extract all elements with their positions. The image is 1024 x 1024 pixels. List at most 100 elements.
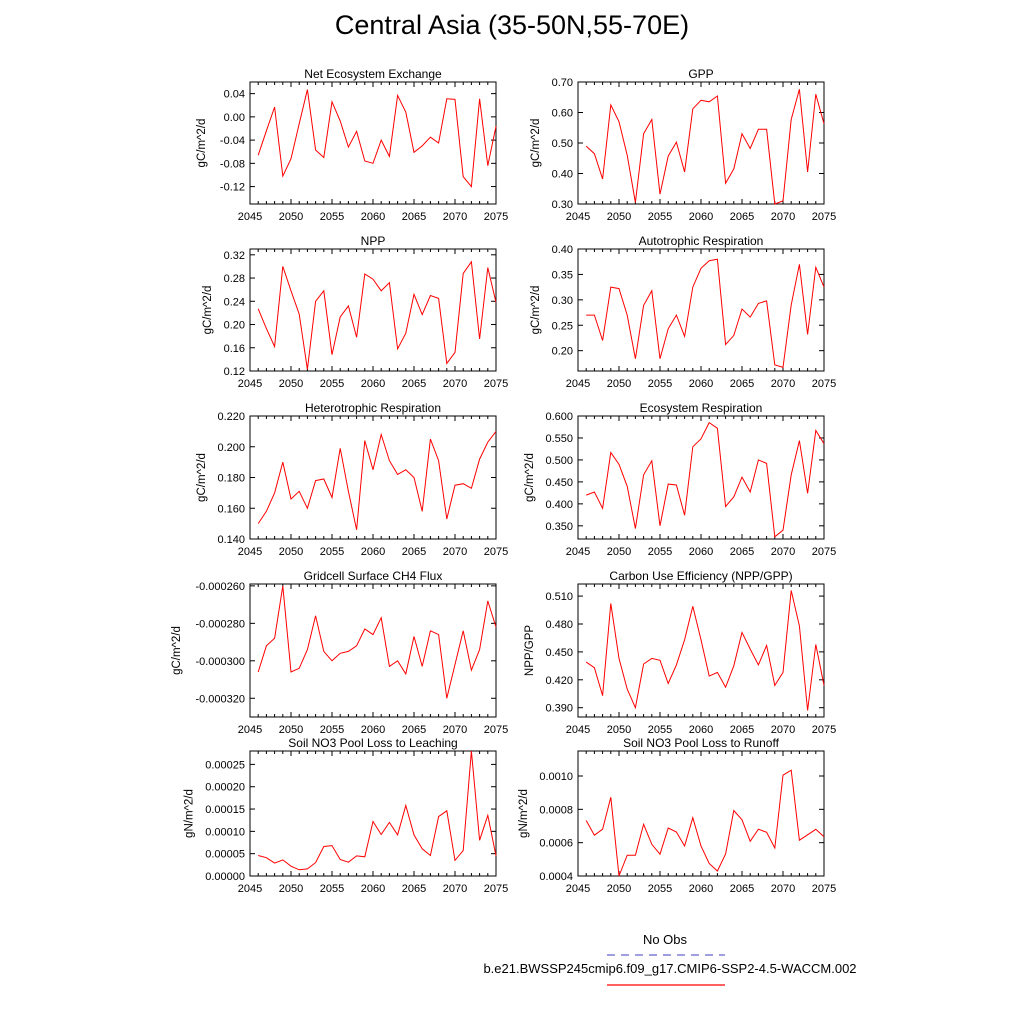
y-tick-label: -0.000300 (195, 656, 245, 668)
y-tick-label: 0.40 (552, 169, 573, 181)
x-tick-label: 2055 (648, 724, 672, 736)
x-tick-label: 2075 (484, 546, 508, 558)
panel: Soil NO3 Pool Loss to Runoff 2045 2050 2055… (518, 736, 836, 895)
y-tick-label: 0.60 (552, 108, 573, 120)
x-tick-label: 2065 (402, 883, 426, 895)
y-tick-label: 0.180 (217, 473, 245, 485)
series-line (257, 431, 497, 530)
plot-frame (249, 81, 497, 205)
panel: Soil NO3 Pool Loss to Leaching 2045 2050 20… (184, 736, 509, 895)
x-tick-label: 2050 (279, 724, 303, 736)
x-tick-label: 2045 (566, 378, 590, 390)
x-tick-label: 2045 (566, 546, 590, 558)
x-tick-label: 2055 (648, 883, 672, 895)
series-line (586, 421, 825, 538)
y-axis-label: gC/m^2/d (202, 286, 214, 335)
x-tick-label: 2055 (648, 211, 672, 223)
plot-frame (577, 248, 825, 372)
x-tick-label: 2045 (566, 211, 590, 223)
series-line (586, 258, 825, 369)
series-line (585, 590, 825, 711)
x-tick-label: 2065 (402, 546, 426, 558)
y-tick-label: 0.0008 (539, 804, 573, 816)
x-tick-label: 2075 (812, 724, 836, 736)
y-tick-label: 0.500 (545, 455, 573, 467)
x-tick-label: 2055 (320, 724, 344, 736)
legend-model-label: b.e21.BWSSP245cmip6.f09_g17.CMIP6-SSP2-4… (483, 961, 857, 976)
x-tick-label: 2055 (320, 211, 344, 223)
y-tick-label: 0.0010 (539, 771, 573, 783)
x-tick-label: 2065 (402, 211, 426, 223)
y-tick-label: 0.450 (545, 647, 573, 659)
x-tick-label: 2065 (402, 378, 426, 390)
x-tick-label: 2055 (648, 378, 672, 390)
y-tick-label: 0.480 (545, 619, 573, 631)
y-tick-label: 0.0006 (539, 838, 573, 850)
x-tick-label: 2070 (443, 211, 467, 223)
x-tick-label: 2050 (607, 883, 631, 895)
panel: Gridcell Surface CH4 Flux 2045 2050 2055 206… (171, 569, 508, 736)
y-tick-label: 0.420 (545, 675, 573, 687)
x-tick-label: 2070 (443, 546, 467, 558)
x-tick-label: 2065 (402, 724, 426, 736)
y-tick-label: -0.000280 (195, 618, 245, 630)
x-tick-label: 2050 (607, 724, 631, 736)
x-tick-label: 2075 (484, 211, 508, 223)
y-tick-label: -0.04 (220, 135, 245, 147)
y-axis-label: gC/m^2/d (530, 119, 542, 168)
y-tick-label: 0.04 (224, 89, 245, 101)
x-tick-label: 2075 (484, 883, 508, 895)
panel: GPP 2045 2050 2055 2060 2065 2070 2075 0.70 0.60 0… (530, 67, 836, 223)
x-tick-label: 2065 (730, 211, 754, 223)
x-tick-label: 2045 (566, 724, 590, 736)
panel: NPP 2045 2050 2055 2060 2065 2070 2075 0.32 0.28 0… (202, 234, 508, 390)
x-tick-label: 2055 (648, 546, 672, 558)
y-tick-label: 0.350 (545, 521, 573, 533)
x-tick-label: 2055 (320, 546, 344, 558)
y-tick-label: -0.000320 (195, 693, 245, 705)
x-tick-label: 2045 (238, 546, 262, 558)
x-tick-label: 2070 (771, 211, 795, 223)
x-tick-label: 2060 (689, 883, 713, 895)
series-line (257, 89, 497, 188)
panel: Carbon Use Efficiency (NPP/GPP) 2045 2050 2… (524, 569, 836, 736)
y-tick-label: 0.450 (545, 477, 573, 489)
x-tick-label: 2060 (361, 546, 385, 558)
y-tick-label: 0.30 (552, 199, 573, 211)
x-tick-label: 2065 (730, 378, 754, 390)
y-tick-label: 0.510 (545, 591, 573, 603)
y-tick-label: 0.00025 (205, 759, 245, 771)
figure-title: Central Asia (35-50N,55-70E) (334, 10, 690, 40)
x-tick-label: 2060 (361, 211, 385, 223)
x-tick-label: 2060 (689, 724, 713, 736)
y-axis-label: gN/m^2/d (184, 789, 196, 838)
x-tick-label: 2045 (238, 883, 262, 895)
y-tick-label: 0.30 (552, 295, 573, 307)
x-tick-label: 2070 (443, 883, 467, 895)
plot-frame (577, 750, 825, 877)
plot-frame (577, 583, 825, 718)
y-tick-label: 0.140 (217, 534, 245, 546)
x-tick-label: 2075 (812, 883, 836, 895)
x-tick-label: 2060 (689, 546, 713, 558)
panel-title: GPP (688, 67, 713, 81)
panels-group: Net Ecosystem Exchange 2045 2050 2055 2060 20… (171, 67, 836, 895)
y-tick-label: 0.12 (224, 366, 245, 378)
x-tick-label: 2060 (689, 378, 713, 390)
y-tick-label: 0.25 (552, 320, 573, 332)
x-tick-label: 2050 (607, 211, 631, 223)
x-tick-label: 2050 (279, 883, 303, 895)
y-tick-label: 0.550 (545, 433, 573, 445)
x-tick-label: 2055 (320, 378, 344, 390)
x-tick-label: 2045 (238, 724, 262, 736)
plot-frame (249, 415, 497, 540)
y-axis-label: gN/m^2/d (518, 789, 530, 838)
series-line (258, 750, 497, 871)
series-line (585, 89, 825, 205)
plot-frame (249, 750, 497, 877)
y-tick-label: 0.24 (224, 296, 245, 308)
legend-obs-label: No Obs (642, 932, 688, 947)
x-tick-label: 2070 (771, 378, 795, 390)
y-axis-label: gC/m^2/d (524, 453, 536, 502)
